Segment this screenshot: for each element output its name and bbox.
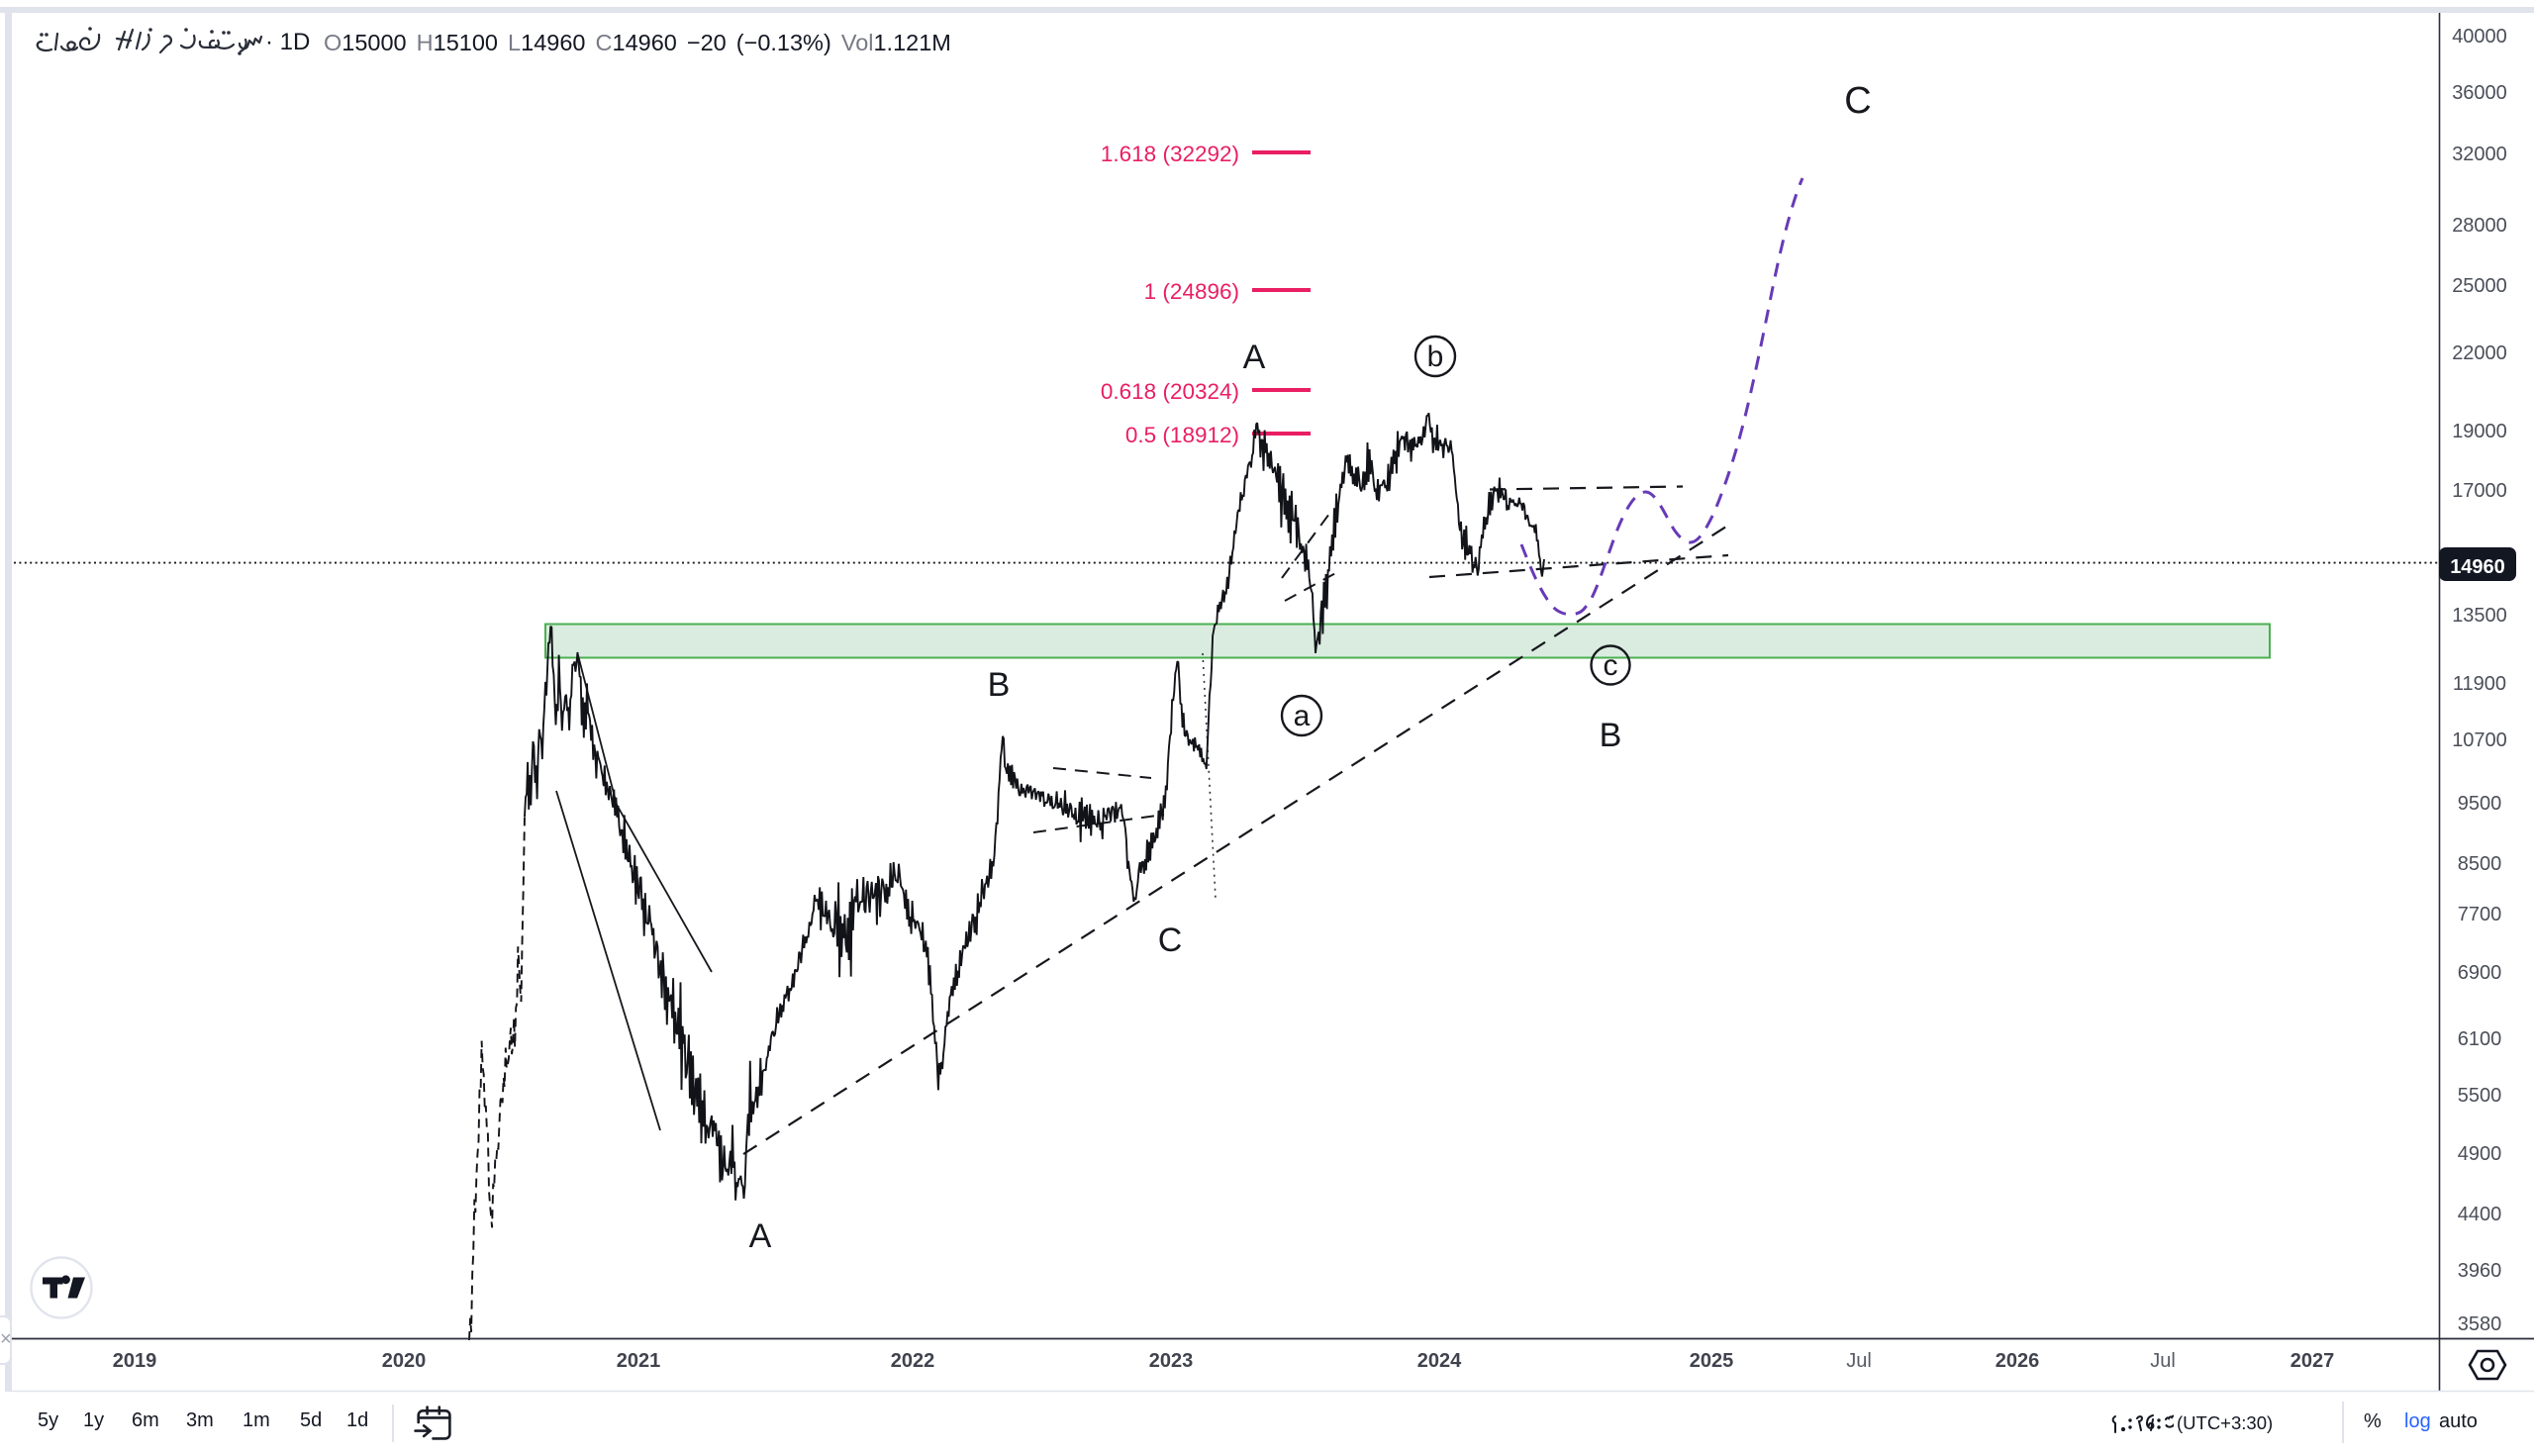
svg-text:0.618 (20324): 0.618 (20324)	[1101, 379, 1239, 404]
svg-text:a: a	[1294, 700, 1311, 732]
svg-text:A: A	[1243, 339, 1266, 376]
svg-text:B: B	[988, 666, 1011, 704]
svg-text:B: B	[1600, 717, 1622, 754]
svg-text:0.5 (18912): 0.5 (18912)	[1125, 423, 1239, 447]
svg-text:c: c	[1604, 649, 1618, 682]
svg-text:C: C	[1844, 80, 1871, 122]
svg-text:C: C	[1158, 922, 1183, 959]
svg-text:14960: 14960	[2450, 556, 2505, 578]
svg-text:1.618 (32292): 1.618 (32292)	[1101, 142, 1239, 166]
svg-text:b: b	[1427, 340, 1444, 373]
svg-text:1 (24896): 1 (24896)	[1144, 279, 1239, 304]
svg-text:A: A	[749, 1217, 772, 1255]
